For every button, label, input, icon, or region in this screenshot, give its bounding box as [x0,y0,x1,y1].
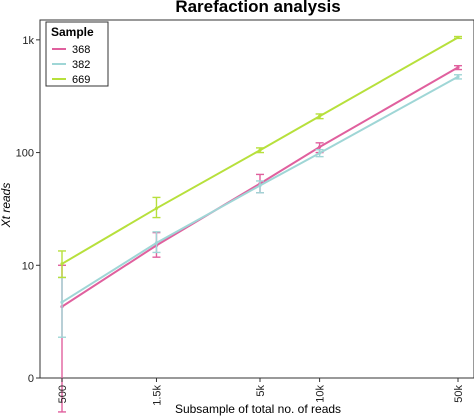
plot-layer [58,35,462,413]
data-point-382 [456,75,460,79]
legend-title: Sample [51,25,94,39]
x-tick-label: 10k [315,385,327,403]
x-axis-label: Subsample of total no. of reads [175,402,341,416]
data-point-382 [318,151,322,155]
data-point-669 [154,206,159,210]
chart-title: Rarefaction analysis [175,0,340,16]
data-point-382 [154,241,159,245]
data-point-382 [60,300,64,304]
y-tick-label: 100 [16,148,34,160]
legend: Sample 368 382 669 [45,21,109,87]
y-tick-label: 10 [22,260,34,272]
y-axis-label: Xt reads [0,183,13,229]
data-point-669 [456,35,460,40]
x-tick-label: 50k [453,385,465,403]
x-tick-label: 500 [57,385,69,403]
legend-label-669: 669 [72,74,90,86]
data-point-382 [258,183,262,188]
data-point-669 [60,262,64,266]
data-point-669 [258,148,262,152]
y-tick-label: 1k [22,35,34,47]
legend-box [45,21,109,87]
legend-label-368: 368 [72,44,90,56]
x-tick-label: 1.5k [151,385,163,406]
y-tick-label: 0 [28,373,34,385]
plot-frame [39,19,474,379]
data-point-368 [456,65,460,69]
x-tick-label: 5k [255,385,267,397]
data-point-368 [318,145,322,149]
legend-label-382: 382 [72,59,90,71]
data-point-669 [318,114,322,118]
axis-layer: 500 1.5k 5k 10k 50k 0 10 100 1k [16,35,465,406]
